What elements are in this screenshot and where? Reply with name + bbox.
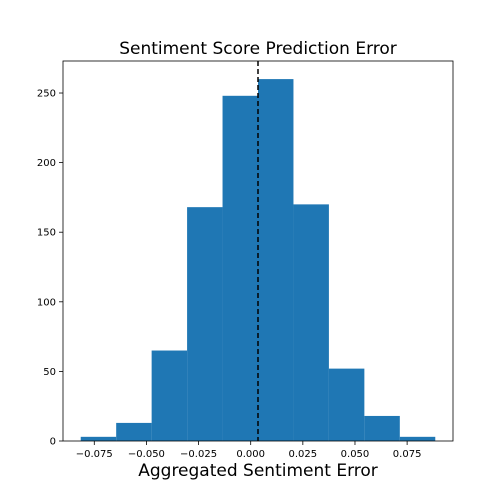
y-tick-label: 50: [43, 367, 56, 378]
histogram-bar: [293, 204, 329, 441]
histogram-bar: [116, 422, 152, 441]
histogram-bar: [187, 207, 223, 441]
histogram-bar: [258, 79, 294, 441]
x-tick-label: −0.025: [180, 449, 217, 460]
y-axis-ticks: 0 50 100 150 200 250: [37, 89, 63, 448]
bars-group: [80, 79, 436, 442]
y-tick-label: 200: [37, 158, 56, 169]
x-tick-label: −0.050: [128, 449, 165, 460]
histogram-bar: [364, 415, 400, 441]
x-tick-label: 0.050: [341, 449, 370, 460]
histogram-bar: [399, 436, 436, 441]
x-tick-label: 0.000: [236, 449, 265, 460]
x-axis-label: Aggregated Sentiment Error: [138, 461, 378, 481]
y-tick-label: 100: [37, 297, 56, 308]
histogram-bar: [151, 350, 188, 441]
y-tick-label: 250: [37, 89, 56, 100]
histogram-bar: [222, 95, 258, 442]
histogram-bar: [80, 436, 117, 441]
x-tick-label: 0.075: [393, 449, 422, 460]
chart-title: Sentiment Score Prediction Error: [119, 39, 397, 59]
plot-frame: [62, 60, 454, 442]
x-tick-label: 0.025: [289, 449, 318, 460]
x-axis-ticks: −0.075 −0.050 −0.025 0.000 0.025 0.050 0.075: [76, 441, 422, 460]
y-tick-label: 150: [37, 228, 56, 239]
x-tick-label: −0.075: [76, 449, 113, 460]
y-tick-label: 0: [50, 437, 56, 448]
histogram-bar: [328, 368, 365, 441]
